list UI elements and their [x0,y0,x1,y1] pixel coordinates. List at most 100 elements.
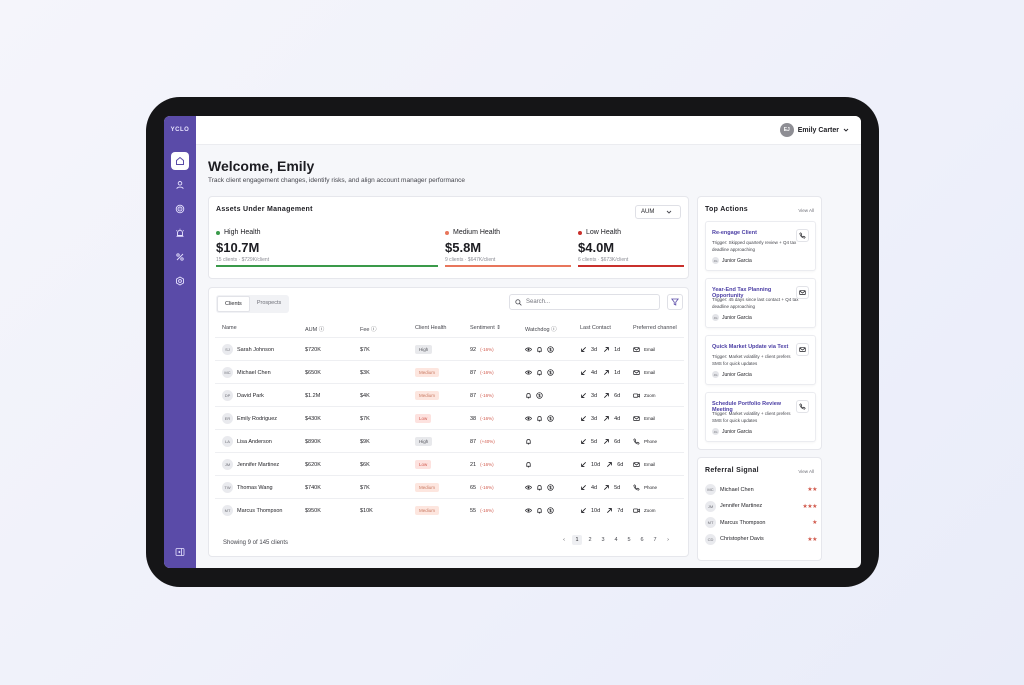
watchdog-cell [525,338,558,361]
user-menu[interactable]: EJ Emily Carter [779,123,849,137]
client-avatar: MC [222,367,233,378]
dollar-icon [547,484,554,491]
column-header-aum[interactable]: AUM ⓘ [305,325,324,333]
table-row[interactable]: MC Michael Chen $650K $3K Medium 87 (-16%) 4d 1d… [215,360,684,383]
sentiment-score: 92 [470,346,477,353]
tab-prospects[interactable]: Prospects [256,300,282,306]
referral-name: Michael Chen [720,486,754,493]
table-row[interactable]: ER Emily Rodriguez $430K $7K Low 38 (-16%) 3d 4d… [215,406,684,429]
bell-icon [537,370,542,376]
page-1-button[interactable]: 1 [572,535,582,545]
client-name[interactable]: Lisa Anderson [237,438,272,445]
page-6-button[interactable]: 6 [640,537,644,543]
eye-icon [525,347,532,352]
health-sub: 9 clients · $647K/client [445,257,496,263]
aum-card: Assets Under Management AUM High Health … [208,196,689,279]
email-button[interactable] [796,343,809,356]
app-logo: YCLO [170,127,190,133]
aum-cell: $650K [305,369,321,376]
action-item[interactable]: Schedule Portfolio Review Meeting Trigger… [705,392,816,442]
page-2-button[interactable]: 2 [588,537,592,543]
column-header-last-contact[interactable]: Last Contact [580,325,611,331]
action-trigger: Trigger: Market volatility + client pref… [712,354,791,366]
email-button[interactable] [796,286,809,299]
page-5-button[interactable]: 5 [627,537,631,543]
sidebar-item-fees[interactable] [171,248,189,266]
top-actions-view-all-link[interactable]: View All [798,208,814,213]
list-item[interactable]: MT Marcus Thompson ★ [705,517,817,528]
action-item[interactable]: Re-engage Client Trigger: Skipped quarter… [705,221,816,271]
sentiment-cell: 38 (-16%) [470,407,494,430]
action-item[interactable]: Year-End Tax Planning Opportunity Trigger… [705,278,816,328]
sidebar-item-settings[interactable] [171,272,189,290]
referral-view-all-link[interactable]: View All [798,469,814,474]
outgoing-arrow-icon [604,347,609,352]
video-icon [633,393,640,398]
table-row[interactable]: DP David Park $1.2M $4K Medium 87 (-16%) 3d 6d Zo… [215,383,684,406]
sidebar-item-home[interactable] [171,152,189,170]
client-name[interactable]: Jennifer Martinez [237,461,280,468]
prev-page-button[interactable]: ‹ [563,537,565,543]
watchdog-cell [525,453,536,476]
sidebar-item-users[interactable] [171,176,189,194]
phone-icon [799,232,806,239]
bell-icon [537,485,542,491]
aum-cell: $720K [305,346,321,353]
page-7-button[interactable]: 7 [653,537,657,543]
column-header-client-health[interactable]: Client Health [415,325,447,331]
filter-icon [671,298,679,306]
client-name[interactable]: Sarah Johnson [237,346,274,353]
client-name[interactable]: David Park [237,392,264,399]
client-name[interactable]: Emily Rodriguez [237,415,278,422]
last-contact-cell: 4d 1d [580,361,620,384]
last-contact-out: 4d [614,415,621,422]
call-button[interactable] [796,400,809,413]
sentiment-score: 55 [470,507,477,514]
referral-title: Referral Signal [705,467,759,474]
last-contact-cell: 3d 4d [580,407,620,430]
list-item[interactable]: MC Michael Chen ★★ [705,484,817,495]
client-health-cell: Medium [415,476,440,499]
column-header-label: Watchdog [525,327,550,333]
column-header-preferred-channel[interactable]: Preferred channel [633,325,677,331]
client-name[interactable]: Michael Chen [237,369,271,376]
page-3-button[interactable]: 3 [601,537,605,543]
client-name-cell: MC Michael Chen [222,361,271,384]
list-item[interactable]: CD Christopher Davis ★★ [705,533,817,545]
collapse-sidebar-icon[interactable] [175,547,185,557]
sentiment-score: 87 [470,392,477,399]
incoming-arrow-icon [581,347,586,352]
fee-cell: $10K [360,507,373,514]
filter-button[interactable] [667,294,683,310]
status-badge: Medium [415,506,440,515]
page-4-button[interactable]: 4 [614,537,618,543]
column-header-name[interactable]: Name [222,325,237,331]
table-row[interactable]: LA Lisa Anderson $890K $9K High 87 (+40%) 5d 6d P… [215,429,684,452]
column-header-watchdog[interactable]: Watchdog ⓘ [525,325,557,333]
next-page-button[interactable]: › [667,537,669,543]
channel-label: Email [644,462,656,467]
search-input[interactable]: Search... [509,294,660,310]
table-row[interactable]: MT Marcus Thompson $950K $10K Medium 55 (-16%)… [215,498,684,521]
action-item[interactable]: Quick Market Update via Text Trigger: Mar… [705,335,816,385]
aum-metric-select[interactable]: AUM [635,205,681,219]
column-header-fee[interactable]: Fee ⓘ [360,325,377,333]
call-button[interactable] [796,229,809,242]
column-header-sentiment[interactable]: Sentiment ⇕ [470,325,501,331]
status-badge: High [415,345,433,354]
client-name[interactable]: Marcus Thompson [237,507,283,514]
last-contact-out: 6d [614,392,621,399]
client-name[interactable]: Thomas Wang [237,484,273,491]
list-item[interactable]: JM Jennifer Martinez ★★★ [705,500,817,512]
eye-icon [525,485,532,490]
table-row[interactable]: SJ Sarah Johnson $720K $7K High 92 (-16%) 3d 1d E… [215,337,684,360]
mail-icon [633,462,640,467]
last-contact-in: 3d [591,346,598,353]
tab-clients[interactable]: Clients [217,296,250,312]
sidebar-item-goals[interactable] [171,200,189,218]
table-row[interactable]: TW Thomas Wang $740K $7K Medium 65 (-16%) 4d 5d P… [215,475,684,498]
sidebar-item-alerts[interactable] [171,224,189,242]
avatar: JG [712,314,719,321]
table-row[interactable]: JM Jennifer Martinez $620K $6K Low 21 (-16%) 10… [215,452,684,475]
health-value: $4.0M [578,240,615,255]
